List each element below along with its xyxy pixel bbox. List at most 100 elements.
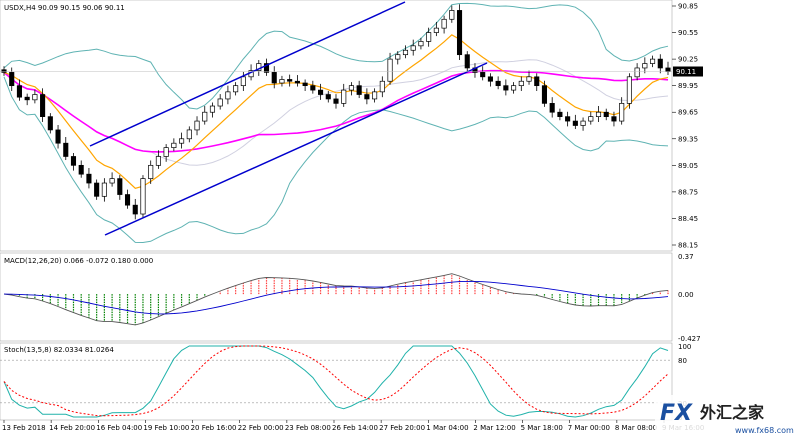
candle xyxy=(171,138,177,152)
price-tick-label: 88.15 xyxy=(678,242,698,250)
price-tick-label: 89.35 xyxy=(678,135,698,143)
candle xyxy=(511,82,517,94)
candle-body xyxy=(148,164,154,179)
candle-body xyxy=(263,63,270,73)
candle-body xyxy=(657,58,663,69)
candle-body xyxy=(487,76,493,82)
candle xyxy=(534,73,540,91)
stoch-layer xyxy=(0,345,672,418)
candle xyxy=(63,137,69,161)
candle-body xyxy=(372,91,378,100)
candle xyxy=(565,111,571,127)
candle-body xyxy=(364,94,370,100)
candle xyxy=(588,111,594,125)
candle xyxy=(495,76,501,90)
watermark-logo: FX 外汇之家 www.fx68.com xyxy=(655,395,800,438)
stoch-header: Stoch(13,5,8) 82.0334 81.0264 xyxy=(4,346,114,354)
candle-body xyxy=(650,58,656,64)
candle-body xyxy=(348,85,354,91)
candle-body xyxy=(518,80,524,87)
candle xyxy=(318,83,324,100)
candle-body xyxy=(503,85,509,91)
candle xyxy=(325,90,331,103)
candle-body xyxy=(449,10,455,20)
candle-body xyxy=(24,96,30,101)
candle-body xyxy=(410,45,416,51)
candle xyxy=(186,126,192,143)
macd-tick-label: -0.427 xyxy=(678,335,701,343)
candle xyxy=(194,116,200,136)
candle-body xyxy=(341,89,347,104)
candle-body xyxy=(279,79,285,84)
price-tick-label: 90.55 xyxy=(678,29,698,37)
candle-body xyxy=(194,120,200,131)
candle-body xyxy=(526,76,532,82)
candle xyxy=(101,178,107,202)
candle-body xyxy=(333,98,339,104)
candle xyxy=(480,66,486,81)
time-tick-label: 8 Mar 08:00 xyxy=(615,424,657,432)
candle-body xyxy=(1,69,7,73)
candle xyxy=(140,175,146,218)
candle-body xyxy=(294,80,300,84)
price-tick-label: 88.45 xyxy=(678,215,698,223)
candle-body xyxy=(109,178,115,184)
candle xyxy=(464,51,470,72)
candle-body xyxy=(32,94,38,101)
candle xyxy=(124,189,131,209)
main-price-layer xyxy=(0,1,672,244)
candle-body xyxy=(402,49,409,56)
candle-body xyxy=(626,76,632,104)
candle-body xyxy=(179,138,185,144)
candle-body xyxy=(132,204,138,215)
candle-body xyxy=(356,85,362,95)
price-tick-label: 88.75 xyxy=(678,188,698,196)
candle-body xyxy=(124,194,131,206)
candle-body xyxy=(202,111,208,122)
candle xyxy=(24,93,30,106)
stoch-tick-label: 80 xyxy=(678,357,687,365)
candle-body xyxy=(163,147,169,157)
candle xyxy=(55,125,61,149)
candle xyxy=(47,113,53,134)
candle xyxy=(287,74,293,87)
candle xyxy=(642,57,648,74)
candle-body xyxy=(101,182,107,197)
macd-layer xyxy=(3,273,669,326)
candle-body xyxy=(40,94,46,117)
price-tick-label: 89.65 xyxy=(678,109,698,117)
candle xyxy=(70,152,77,171)
bollinger-upper xyxy=(3,2,669,110)
candle-body xyxy=(595,111,602,117)
candle-body xyxy=(155,156,161,166)
time-tick-label: 19 Feb 10:00 xyxy=(143,424,189,432)
candle-body xyxy=(209,105,216,113)
candle-body xyxy=(642,63,648,69)
candle xyxy=(179,132,185,149)
candle-body xyxy=(94,182,100,197)
candle-body xyxy=(588,116,594,122)
price-tick-label: 90.25 xyxy=(678,56,698,64)
candle xyxy=(549,97,555,118)
candle-body xyxy=(426,32,432,42)
candle xyxy=(40,88,46,122)
channel-upper-line xyxy=(89,1,406,147)
candle xyxy=(402,45,409,59)
time-tick-label: 13 Feb 2018 xyxy=(2,424,46,432)
candle xyxy=(433,21,439,37)
candle xyxy=(456,4,463,60)
candle-body xyxy=(418,41,424,47)
current-price-tag xyxy=(673,66,703,77)
candle xyxy=(379,76,385,98)
candle-body xyxy=(495,80,501,87)
candle xyxy=(426,27,432,47)
candle-body xyxy=(611,116,617,122)
candle xyxy=(619,97,625,125)
candle xyxy=(263,58,270,76)
candle-body xyxy=(379,80,385,93)
candle-body xyxy=(271,72,277,84)
candle xyxy=(294,75,300,87)
candle-body xyxy=(55,129,61,144)
candle-body xyxy=(310,85,316,91)
